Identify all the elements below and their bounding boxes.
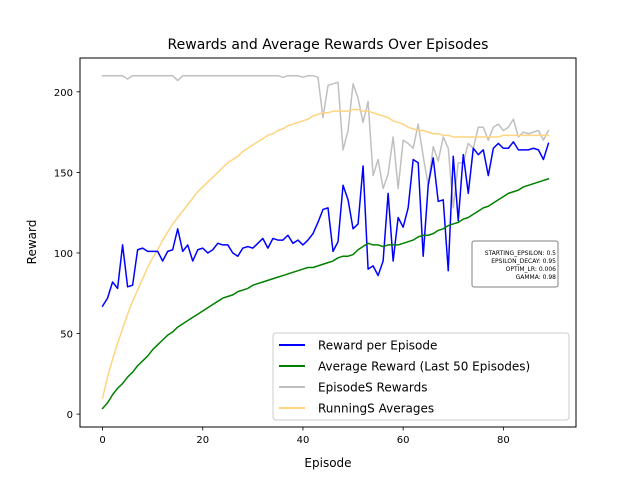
hyperparameter-frame	[471, 240, 559, 288]
hyperparameter-line-2: OPTIM_LR: 0.006	[506, 266, 557, 273]
x-tick-label-3: 60	[397, 435, 410, 446]
legend-label-3: RunningS Averages	[318, 402, 434, 416]
series-line-1	[101, 177, 550, 410]
hyperparameter-line-0: STARTING_EPSILON: 0.5	[485, 250, 556, 257]
y-tick-label-3: 150	[54, 168, 73, 179]
series-line-2	[101, 74, 550, 209]
y-axis-label: Reward	[25, 220, 39, 265]
x-tick-label-2: 40	[297, 435, 310, 446]
legend-label-0: Reward per Episode	[318, 339, 437, 353]
y-tick-label-1: 50	[60, 330, 73, 341]
y-tick-label-4: 200	[54, 88, 73, 99]
chart-title: Rewards and Average Rewards Over Episode…	[168, 37, 489, 53]
legend: Reward per Episode Average Reward (Last 5…	[272, 332, 570, 421]
x-tick-label-1: 20	[196, 435, 209, 446]
plot-frame	[79, 57, 577, 428]
axes-layer: 0 20 40 60 80 0 50 100 150 200	[54, 88, 510, 446]
series-line-0	[101, 141, 550, 308]
legend-frame	[272, 332, 570, 421]
series-layer	[101, 74, 550, 410]
x-tick-label-0: 0	[99, 435, 105, 446]
legend-label-1: Average Reward (Last 50 Episodes)	[318, 360, 530, 374]
x-axis-label: Episode	[304, 456, 351, 470]
hyperparameter-line-3: GAMMA: 0.98	[516, 274, 557, 281]
y-tick-label-2: 100	[54, 249, 73, 260]
hyperparameter-line-1: EPSILON_DECAY: 0.95	[491, 258, 556, 265]
x-tick-label-4: 80	[497, 435, 510, 446]
legend-label-2: EpisodeS Rewards	[318, 381, 428, 395]
y-tick-label-0: 0	[67, 410, 73, 421]
series-line-3	[101, 108, 550, 399]
